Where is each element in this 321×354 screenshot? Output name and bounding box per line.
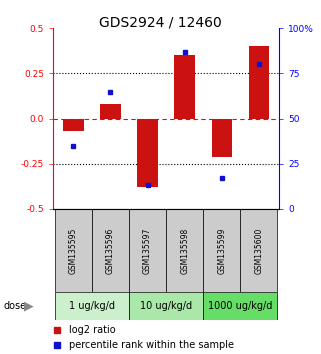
- Bar: [100, 104, 121, 119]
- Bar: [203, 292, 277, 320]
- Bar: [203, 209, 240, 292]
- Bar: [249, 46, 269, 119]
- Bar: [92, 209, 129, 292]
- Text: 1000 ug/kg/d: 1000 ug/kg/d: [208, 301, 273, 311]
- Text: GSM135599: GSM135599: [217, 227, 226, 274]
- Bar: [137, 119, 158, 187]
- Bar: [175, 56, 195, 119]
- Text: percentile rank within the sample: percentile rank within the sample: [69, 339, 234, 350]
- Text: log2 ratio: log2 ratio: [69, 325, 116, 335]
- Bar: [129, 209, 166, 292]
- Bar: [240, 209, 277, 292]
- Bar: [63, 119, 83, 131]
- Bar: [55, 292, 129, 320]
- Text: 1 ug/kg/d: 1 ug/kg/d: [69, 301, 115, 311]
- Text: ▶: ▶: [24, 300, 34, 313]
- Text: GSM135595: GSM135595: [69, 227, 78, 274]
- Text: GSM135598: GSM135598: [180, 227, 189, 274]
- Text: GDS2924 / 12460: GDS2924 / 12460: [99, 16, 222, 30]
- Bar: [212, 119, 232, 156]
- Text: GSM135600: GSM135600: [254, 227, 263, 274]
- Text: GSM135597: GSM135597: [143, 227, 152, 274]
- Text: GSM135596: GSM135596: [106, 227, 115, 274]
- Bar: [129, 292, 203, 320]
- Text: 10 ug/kg/d: 10 ug/kg/d: [140, 301, 192, 311]
- Text: dose: dose: [3, 301, 26, 311]
- Bar: [55, 209, 92, 292]
- Bar: [166, 209, 203, 292]
